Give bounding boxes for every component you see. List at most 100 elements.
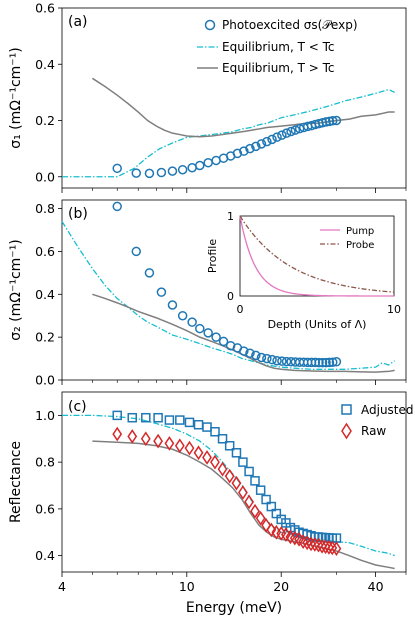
data-point-diamond [309, 537, 320, 552]
data-point-diamond [202, 450, 212, 465]
panel-a-label: (a) [68, 14, 88, 30]
data-point-circle [239, 346, 249, 356]
data-point-circle [245, 143, 255, 154]
data-point-circle [131, 246, 142, 257]
data-point-circle [239, 146, 249, 156]
ytick-label: 0.4 [35, 548, 55, 563]
data-point-diamond [164, 436, 175, 451]
inset-xtick-0: 0 [237, 303, 244, 316]
data-point-diamond [313, 537, 324, 553]
data-point-diamond [266, 522, 277, 538]
data-point-square [271, 508, 282, 519]
panel-c-ylabel: Reflectance [8, 441, 24, 523]
data-point-circle [112, 201, 122, 212]
xtick-label: 10 [179, 579, 195, 594]
data-point-diamond [244, 494, 254, 510]
data-point-square [184, 417, 195, 428]
data-point-square [244, 466, 254, 477]
panel-c-xlabel: Energy (meV) [186, 600, 282, 616]
legend-marker-photoexcited [204, 19, 216, 31]
data-point-diamond [224, 468, 235, 484]
panel-b-label: (b) [68, 206, 88, 222]
inset-ytick-1: 1 [227, 210, 234, 223]
data-point-circle [177, 164, 188, 175]
data-point-circle [251, 141, 261, 152]
legend-label-raw: Raw [361, 424, 386, 438]
panel-a-yticks: 0.0 0.2 0.4 0.6 [35, 1, 62, 184]
data-point-circle [331, 115, 342, 126]
data-point-circle [324, 357, 335, 368]
data-point-diamond [238, 485, 248, 500]
data-point-square [231, 448, 242, 458]
data-point-circle [167, 166, 178, 176]
panel-a-legend: Photoexcited σs(𝒫exp) Equilibrium, T < T… [197, 18, 358, 75]
legend-marker-raw [341, 422, 352, 440]
inset-curves [239, 215, 395, 297]
data-point-circle [144, 168, 155, 179]
data-point-circle [195, 323, 205, 334]
legend-label-photoexcited: Photoexcited σs(𝒫exp) [222, 18, 358, 32]
data-point-circle [281, 356, 292, 367]
data-point-square [255, 485, 266, 495]
panel-b-yticks: 0.0 0.2 0.4 0.6 0.8 [35, 201, 62, 388]
data-point-square [193, 419, 204, 430]
data-point-circle [203, 157, 213, 168]
panel-c-frame [61, 391, 407, 573]
panel-c-xticks: 4 10 20 40 [58, 572, 407, 594]
data-point-square [175, 415, 185, 425]
inset-frame [239, 215, 395, 297]
panel-a-xticks [61, 188, 407, 193]
inset-ytick-0: 0 [227, 290, 234, 303]
data-point-circle [187, 163, 197, 173]
ytick-label: 0.4 [35, 57, 55, 72]
data-point-diamond [320, 539, 331, 555]
inset-curve [239, 215, 394, 297]
data-point-circle [331, 357, 342, 367]
data-point-diamond [174, 438, 185, 454]
inset-xlabel: Depth (Units of Λ) [268, 318, 367, 331]
panel-a: 0.0 0.2 0.4 0.6 (a) σ₁ (mΩ⁻¹cm⁻¹) Photoexci… [8, 1, 407, 193]
inset-ylabel: Profile [206, 239, 219, 273]
legend-label-adjusted: Adjusted [361, 403, 414, 417]
data-point-circle [167, 300, 178, 310]
data-point-diamond [261, 517, 271, 533]
data-point-circle [286, 126, 296, 137]
data-point-circle [203, 328, 213, 338]
data-point-square [224, 441, 235, 451]
panel-b-series [61, 201, 396, 373]
panel-c-label: (c) [68, 399, 87, 415]
data-point-diamond [193, 445, 204, 461]
data-point-circle [211, 332, 221, 342]
data-point-circle [245, 348, 255, 358]
data-point-circle [290, 125, 301, 135]
panel-c: 0.4 0.6 0.8 1.0 4 10 20 40 (c) Reflectance Ene… [8, 391, 414, 616]
data-point-circle [256, 139, 267, 149]
data-point-circle [272, 132, 282, 142]
data-point-diamond [184, 440, 195, 456]
panel-b-ylabel: σ₂ (mΩ⁻¹cm⁻¹) [8, 239, 24, 341]
inset-legend-pump: Pump [346, 226, 374, 237]
data-point-circle [256, 352, 267, 363]
data-point-diamond [231, 475, 242, 491]
data-point-square [261, 494, 271, 505]
inset-xtick-10: 10 [387, 303, 401, 316]
data-point-circle [144, 268, 155, 278]
ytick-label: 0.2 [35, 113, 55, 128]
panel-c-yticks: 0.4 0.6 0.8 1.0 [35, 408, 62, 563]
legend-label-eq-low: Equilibrium, T < Tc [222, 40, 335, 54]
xtick-label: 40 [368, 579, 384, 594]
series-line [61, 221, 396, 370]
data-point-diamond [250, 503, 260, 519]
data-point-circle [218, 336, 229, 347]
data-point-diamond [112, 426, 123, 442]
panel-b: 0.0 0.2 0.4 0.6 0.8 (b) σ₂ (mΩ⁻¹cm⁻¹) 1 0 0 … [8, 199, 407, 388]
ytick-label: 0.6 [35, 501, 55, 516]
data-point-circle [310, 357, 321, 368]
data-point-circle [327, 357, 338, 367]
ytick-label: 0.6 [35, 1, 55, 16]
data-point-circle [277, 356, 287, 366]
data-point-circle [232, 148, 243, 159]
xtick-label: 4 [58, 579, 66, 594]
data-point-square [153, 412, 163, 423]
data-point-diamond [217, 461, 228, 477]
